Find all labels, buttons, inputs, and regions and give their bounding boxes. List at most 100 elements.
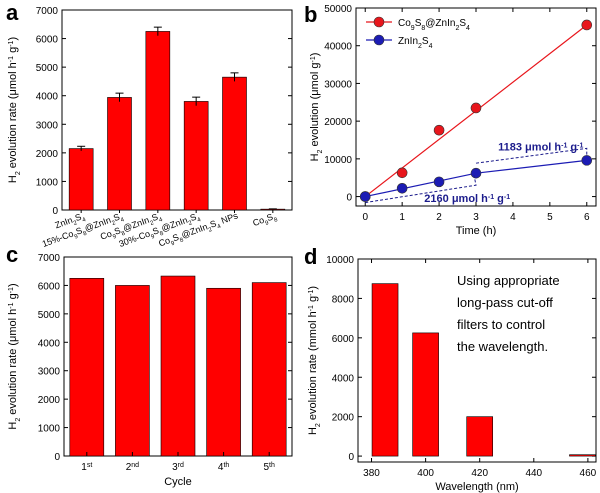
x-tick-label: 440 (525, 468, 542, 479)
y-tick-label: 0 (54, 452, 60, 463)
x-tick-label: 4th (218, 462, 230, 474)
x-tick-label: 5 (547, 212, 553, 223)
x-tick-label: 5th (263, 462, 275, 474)
y-tick-label: 0 (346, 193, 352, 204)
x-tick-label: 1 (399, 212, 405, 223)
bar (222, 76, 247, 211)
y-tick-label: 10000 (324, 155, 352, 166)
annotation-rate-late: 1183 μmol h-1 g-1 (498, 142, 583, 154)
y-tick-label: 30000 (324, 79, 352, 90)
x-tick-label: 1st (81, 462, 92, 474)
y-tick-label: 7000 (36, 6, 59, 17)
bar (115, 285, 150, 457)
panel-c: c 0 1000 2000 3000 4000 5000 6000 7000 1st 2nd 3rd… (6, 242, 293, 488)
legend-marker (373, 16, 385, 28)
panel-letter-a: a (6, 0, 19, 25)
y-axis-label: H2 evolution rate (μmol h-1 g-1) (7, 37, 22, 183)
annotation-rate-early: 2160 μmol h-1 g-1 (424, 193, 510, 205)
y-tick-label: 4000 (38, 338, 61, 349)
panel-letter-d: d (304, 244, 317, 269)
bar (412, 332, 439, 457)
plot-frame (61, 9, 293, 211)
legend-label: ZnIn2S4 (398, 36, 433, 50)
bar (569, 454, 596, 457)
y-tick-label: 6000 (36, 35, 59, 46)
bar (145, 31, 171, 211)
bar (371, 283, 399, 457)
y-tick-label: 4000 (332, 373, 355, 384)
panel-c-plot: 0 1000 2000 3000 4000 5000 6000 7000 1st 2nd 3rd 4t… (7, 253, 293, 488)
y-tick-label: 0 (52, 206, 58, 217)
y-axis-label: H2 evolution rate (mmol h-1 g-1) (307, 286, 322, 435)
panel-d-plot: 0 2000 4000 6000 8000 10000 380 400 420 440 460 Usi… (307, 255, 597, 493)
y-tick-label: 3000 (38, 367, 61, 378)
x-tick-label: 3rd (172, 462, 184, 474)
x-tick-label: 2nd (126, 462, 139, 474)
y-tick-label: 20000 (324, 117, 352, 128)
y-axis-label: H2 evolution (μmol g-1) (309, 53, 324, 162)
y-tick-label: 2000 (332, 413, 355, 424)
x-tick-label: 420 (471, 468, 488, 479)
bar (160, 275, 196, 457)
bar (68, 148, 94, 211)
x-tick-label: 4 (510, 212, 516, 223)
bar (466, 416, 494, 457)
bar (183, 101, 209, 211)
x-tick-label: 0 (362, 212, 368, 223)
annotation-guide (365, 175, 477, 204)
panel-a-plot: 01000200030004000500060007000ZnIn2S415%-… (7, 6, 293, 249)
data-point (396, 167, 408, 179)
bar (251, 282, 287, 457)
x-axis-label: Time (h) (456, 225, 497, 237)
data-point (581, 155, 593, 166)
data-point (470, 102, 482, 114)
y-tick-label: 5000 (36, 63, 59, 74)
bar (69, 278, 105, 457)
data-point (433, 124, 445, 136)
x-tick-label: 3 (473, 212, 479, 223)
bar (206, 287, 241, 457)
x-tick-label: 460 (580, 468, 597, 479)
x-tick-label: Co9S8 (251, 210, 279, 231)
panel-letter-c: c (6, 242, 18, 267)
legend-label: Co9S8@ZnIn2S4 (398, 18, 470, 32)
y-tick-label: 0 (348, 452, 354, 463)
y-tick-label: 3000 (36, 120, 59, 131)
x-axis-label: Cycle (164, 476, 192, 488)
data-point (359, 191, 371, 202)
plot-frame (357, 258, 597, 463)
x-tick-label: 6 (584, 212, 590, 223)
y-tick-label: 7000 (38, 253, 61, 264)
panel-a: a 01000200030004000500060007000ZnIn2S415… (6, 0, 293, 249)
panel-letter-b: b (304, 2, 317, 27)
annotation-line: Using appropriate (457, 273, 560, 288)
y-tick-label: 8000 (332, 294, 355, 305)
bar (107, 97, 132, 211)
annotation-guide (475, 147, 588, 164)
y-tick-label: 1000 (36, 177, 59, 188)
y-tick-label: 2000 (38, 395, 61, 406)
y-tick-label: 50000 (324, 4, 352, 15)
panel-b: b 0 10000 20000 30000 40000 50000 0 1 2 3 4 5 6 Co9S8… (304, 2, 597, 237)
legend-marker (373, 34, 385, 46)
panel-b-plot: 0 10000 20000 30000 40000 50000 0 1 2 3 4 5 6 Co9S8@Z… (309, 4, 597, 237)
data-point (396, 182, 408, 194)
data-point (433, 176, 445, 188)
x-tick-label: 400 (417, 468, 434, 479)
y-tick-label: 1000 (38, 424, 61, 435)
annotation-line: the wavelength. (457, 339, 548, 354)
data-point (470, 167, 482, 179)
y-tick-label: 40000 (324, 42, 352, 53)
annotation-line: long-pass cut-off (457, 295, 553, 310)
x-axis-label: Wavelength (nm) (435, 481, 518, 493)
x-tick-label: 2 (436, 212, 442, 223)
y-tick-label: 6000 (332, 334, 355, 345)
x-tick-label: 380 (363, 468, 380, 479)
y-tick-label: 5000 (38, 310, 61, 321)
y-tick-label: 6000 (38, 281, 61, 292)
annotation-line: filters to control (457, 317, 545, 332)
panel-d: d 0 2000 4000 6000 8000 10000 380 400 420 440 460 U… (304, 244, 597, 493)
y-tick-label: 4000 (36, 92, 59, 103)
y-axis-label: H2 evolution rate (μmol h-1 g-1) (7, 283, 22, 429)
data-point (581, 19, 593, 31)
